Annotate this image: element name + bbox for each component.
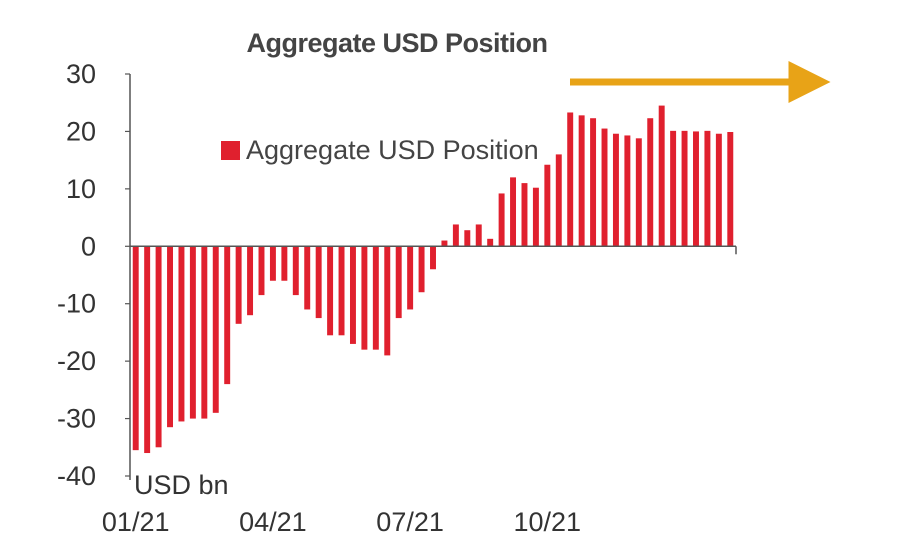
bar <box>510 177 517 247</box>
x-tick-label: 01/21 <box>102 507 170 537</box>
bar <box>487 238 494 247</box>
bar <box>281 246 288 281</box>
chart-title: Aggregate USD Position <box>246 28 547 58</box>
bar <box>693 131 699 247</box>
x-tick-label: 10/21 <box>514 507 582 537</box>
bar <box>349 246 356 344</box>
bar <box>498 193 505 247</box>
bar <box>304 246 311 310</box>
unit-label: USD bn <box>134 470 229 500</box>
y-tick-label: -20 <box>57 346 96 376</box>
bar <box>555 154 562 247</box>
axes-group <box>125 73 737 480</box>
bar <box>327 246 334 336</box>
bar <box>544 164 551 247</box>
bar <box>532 187 539 247</box>
bar <box>601 128 608 247</box>
bar <box>372 246 379 350</box>
bar <box>361 246 368 350</box>
y-tick-labels: 30 20 10 0 -10 -20 -30 -40 <box>57 59 96 491</box>
legend: Aggregate USD Position <box>221 135 539 165</box>
y-tick-label: -40 <box>57 461 96 491</box>
bars-group <box>132 105 734 454</box>
bar <box>452 224 459 247</box>
bar <box>235 246 242 324</box>
bar <box>144 246 151 454</box>
y-tick-label: 0 <box>81 231 96 261</box>
bar <box>418 246 425 293</box>
bar <box>178 246 185 422</box>
bar <box>224 246 231 385</box>
y-tick-label: 10 <box>66 174 96 204</box>
bar <box>647 118 654 247</box>
bar <box>132 246 139 451</box>
bar <box>635 138 642 247</box>
bar <box>475 224 482 247</box>
x-tick-label: 04/21 <box>239 507 307 537</box>
bar <box>212 246 219 413</box>
bar <box>441 240 448 247</box>
bar <box>670 130 677 247</box>
bar <box>430 246 436 270</box>
y-tick-label: 30 <box>66 59 96 89</box>
legend-swatch <box>221 141 240 160</box>
bar <box>612 133 619 247</box>
bar <box>269 246 276 281</box>
bar <box>315 246 322 319</box>
bar <box>578 115 585 247</box>
bar <box>658 105 665 247</box>
y-tick-label: -10 <box>57 289 96 319</box>
bar <box>292 246 299 296</box>
bar <box>521 183 528 247</box>
bar <box>395 246 402 319</box>
bar <box>201 246 208 419</box>
bar <box>727 132 734 247</box>
bar <box>567 112 574 247</box>
bar <box>715 133 722 247</box>
bar <box>258 246 265 296</box>
legend-label: Aggregate USD Position <box>246 135 539 165</box>
bar <box>464 230 471 247</box>
bar <box>384 246 391 356</box>
bar <box>407 246 414 310</box>
bar <box>189 246 196 419</box>
bar <box>338 246 345 336</box>
x-tick-labels: 01/21 04/21 07/21 10/21 <box>102 507 581 537</box>
y-tick-label: 20 <box>66 116 96 146</box>
bar <box>681 130 688 247</box>
bar <box>155 246 162 448</box>
y-tick-label: -30 <box>57 404 96 434</box>
bar <box>704 130 711 247</box>
x-tick-label: 07/21 <box>376 507 444 537</box>
bar <box>247 246 254 316</box>
bar <box>167 246 173 428</box>
bar <box>590 118 597 247</box>
bar <box>624 135 631 247</box>
